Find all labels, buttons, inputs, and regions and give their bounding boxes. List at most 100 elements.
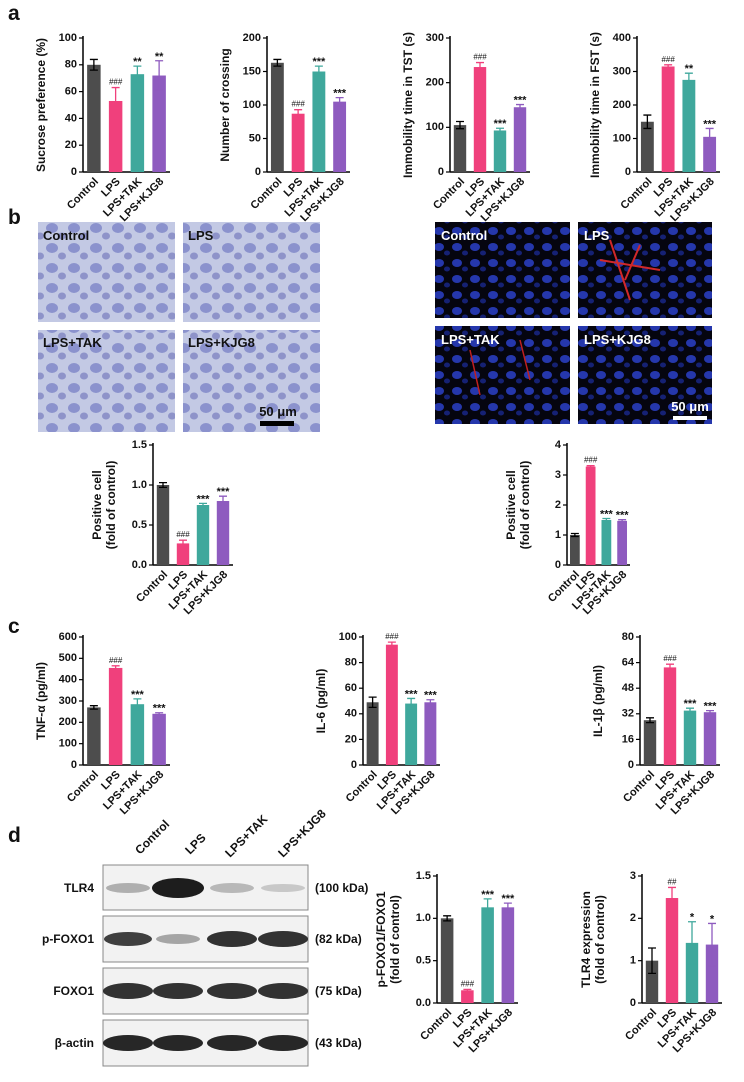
y-tick-label: 600 <box>59 631 77 643</box>
significance: ### <box>584 456 598 465</box>
error-bar <box>570 532 579 538</box>
size-label: (75 kDa) <box>315 984 362 998</box>
significance: ### <box>109 656 123 665</box>
blot-strip <box>102 864 309 911</box>
x-tick-label: Control <box>65 769 101 805</box>
error-bar <box>294 109 303 119</box>
bar <box>291 113 305 172</box>
significance: *** <box>217 486 231 498</box>
error-bar <box>706 709 714 715</box>
y-tick-label: 0 <box>630 997 636 1009</box>
bar <box>643 720 657 765</box>
bar <box>661 66 675 172</box>
y-tick-label: 2 <box>630 912 636 924</box>
error-bar <box>314 65 323 78</box>
image-label: LPS+TAK <box>441 332 500 347</box>
significance: *** <box>494 118 508 130</box>
significance: *** <box>704 701 718 713</box>
western-blot: Control LPS LPS+TAK LPS+KJG8 TLR4 p-FOXO… <box>42 806 368 1067</box>
y-tick-label: 50 <box>249 132 261 144</box>
y-tick-label: 100 <box>243 99 261 111</box>
bar <box>152 713 166 765</box>
y-tick-label: 300 <box>426 32 444 44</box>
y-tick-label: 300 <box>613 65 631 77</box>
protein-label: TLR4 <box>64 881 94 895</box>
y-tick-label: 200 <box>59 716 77 728</box>
band <box>106 883 150 893</box>
bar <box>640 121 654 172</box>
bar <box>87 707 101 765</box>
y-tick-label: 20 <box>345 733 357 745</box>
y-tick-label: 60 <box>65 86 77 98</box>
panel-label: a <box>8 2 20 25</box>
bar <box>87 64 101 172</box>
y-tick-label: 500 <box>59 652 77 664</box>
micrograph <box>38 330 175 432</box>
y-tick-label: 20 <box>65 139 77 151</box>
error-bar <box>648 947 656 975</box>
error-bar <box>705 127 714 146</box>
significance: ### <box>176 530 190 539</box>
error-bar <box>335 96 344 107</box>
y-tick-label: 0.5 <box>132 519 147 531</box>
error-bar <box>463 988 472 992</box>
error-bar <box>368 696 377 709</box>
bar <box>617 520 628 565</box>
image-label: LPS+TAK <box>43 335 102 350</box>
band <box>103 1035 153 1051</box>
if-images: Control LPS LPS+TAK LPS+KJG8 50 μm <box>435 222 712 424</box>
y-tick-label: 100 <box>613 132 631 144</box>
bar <box>405 703 418 765</box>
y-tick-label: 32 <box>622 708 634 720</box>
error-bar <box>646 717 654 724</box>
error-bar <box>133 698 142 711</box>
error-bar <box>684 72 693 88</box>
bar <box>513 107 527 172</box>
x-tick-label: Control <box>618 176 654 212</box>
significance: ### <box>661 55 675 64</box>
significance: *** <box>684 698 698 710</box>
protein-label: FOXO1 <box>53 984 94 998</box>
y-axis-label: Sucrose preference (%) <box>34 38 48 172</box>
band <box>207 983 257 999</box>
bar <box>366 702 379 765</box>
significance: ### <box>461 979 475 988</box>
error-bar <box>179 539 187 548</box>
bar <box>481 907 494 1003</box>
image-label: Control <box>43 228 89 243</box>
bar <box>501 907 515 1003</box>
error-bar <box>199 502 207 508</box>
protein-label: β-actin <box>55 1036 94 1050</box>
x-tick-label: Control <box>431 176 467 212</box>
error-bar <box>443 915 452 922</box>
y-axis-label: IL-6 (pg/ml) <box>314 669 328 734</box>
error-bar <box>666 663 674 672</box>
band <box>152 878 204 898</box>
bar <box>473 67 487 172</box>
y-tick-label: 0 <box>351 759 357 771</box>
y-tick-label: 64 <box>622 657 635 669</box>
y-tick-label: 0 <box>71 166 77 178</box>
y-axis-label: Positive cell <box>504 470 518 539</box>
bar <box>333 101 347 172</box>
y-tick-label: 1 <box>555 529 561 541</box>
significance: * <box>710 913 715 925</box>
error-bar <box>111 665 120 671</box>
signal <box>469 339 531 396</box>
y-tick-label: 1.0 <box>416 912 431 924</box>
significance: *** <box>514 95 528 107</box>
y-tick-label: 40 <box>345 708 357 720</box>
y-tick-label: 400 <box>59 674 77 686</box>
signal <box>599 239 661 301</box>
x-tick-label: Control <box>344 769 380 805</box>
bar <box>703 712 717 765</box>
micrograph <box>435 222 570 318</box>
error-bar <box>668 886 676 910</box>
bar <box>108 100 123 172</box>
error-bar <box>273 58 282 67</box>
y-tick-label: 0.0 <box>416 997 431 1009</box>
y-tick-label: 300 <box>59 695 77 707</box>
y-tick-label: 40 <box>65 112 77 124</box>
x-tick-label: Control <box>134 569 170 605</box>
